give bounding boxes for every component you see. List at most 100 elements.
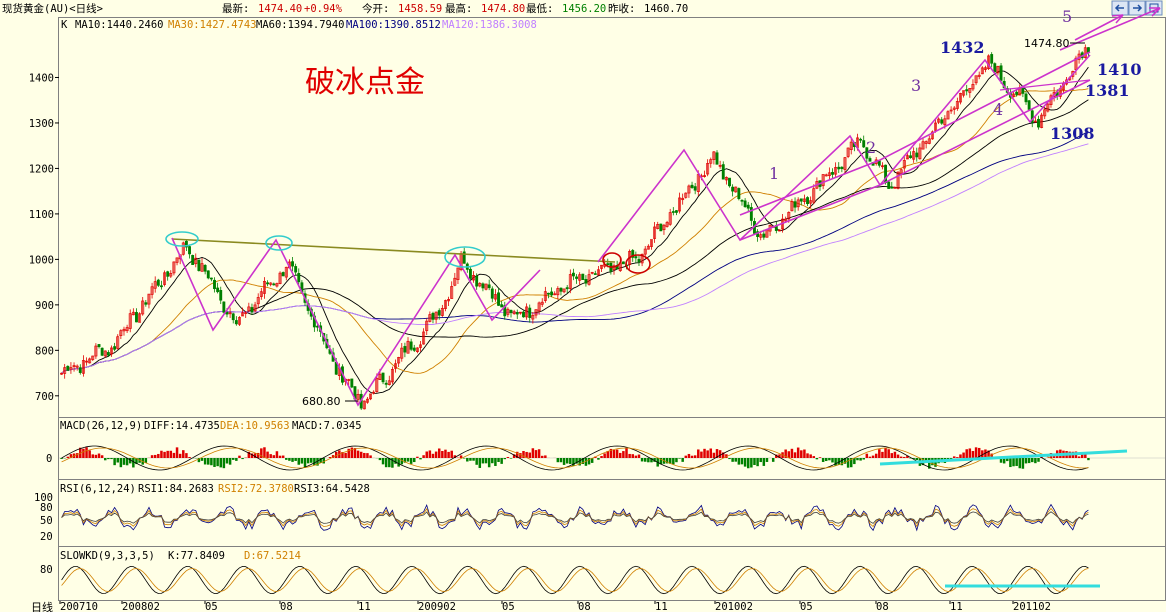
candle	[222, 301, 226, 315]
candle	[706, 159, 710, 177]
candle	[550, 287, 554, 298]
candle	[634, 251, 638, 264]
candle	[297, 268, 301, 285]
candle	[581, 273, 585, 281]
candle	[612, 263, 616, 275]
candle	[1046, 101, 1050, 113]
open-label: 今开:	[362, 2, 389, 15]
candle	[425, 318, 429, 336]
candle	[668, 208, 672, 226]
x-tick-label: 11	[950, 601, 963, 612]
candle	[144, 299, 148, 307]
wave-5-label: 5	[1062, 7, 1072, 26]
candle	[593, 270, 597, 275]
candle	[181, 241, 185, 256]
candle	[228, 307, 232, 318]
candle	[912, 147, 916, 163]
candle	[472, 271, 476, 283]
candle	[671, 207, 675, 216]
candle	[765, 229, 769, 238]
rsi-tick-50: 50	[40, 515, 53, 527]
candle	[213, 277, 216, 293]
candle	[500, 300, 504, 308]
candle	[934, 119, 937, 133]
candle	[662, 223, 666, 235]
candle	[681, 193, 685, 205]
candle	[362, 400, 366, 410]
candle	[1027, 99, 1031, 111]
candle	[244, 310, 248, 318]
candle	[66, 365, 70, 371]
break-circle-2	[625, 254, 651, 274]
candle	[191, 254, 195, 265]
ma30-legend: MA30:1427.4743	[168, 19, 257, 31]
candle	[543, 286, 547, 303]
candle	[959, 92, 962, 105]
candle	[896, 171, 900, 190]
candle	[868, 156, 872, 162]
candle	[600, 264, 603, 273]
candle	[590, 271, 594, 275]
candle	[281, 271, 285, 277]
candle	[721, 161, 725, 180]
candle	[200, 258, 204, 272]
macd-panel: MACD(26,12,9) DIFF:14.4735 DEA:10.9563 M…	[46, 420, 1165, 471]
candle	[965, 84, 969, 96]
candle	[372, 390, 376, 395]
candle	[531, 312, 535, 324]
candle	[575, 274, 579, 284]
candle	[815, 177, 819, 190]
candle	[1018, 84, 1022, 96]
candle	[503, 301, 507, 320]
candle	[525, 303, 529, 320]
x-tick-label: 201002	[715, 601, 753, 612]
rsi-panel: RSI(6,12,24) RSI1:84.2683 RSI2:72.3780 R…	[34, 483, 1089, 543]
candle	[128, 309, 132, 333]
candle	[94, 343, 98, 359]
k-label: K	[61, 19, 68, 31]
candle	[522, 310, 525, 318]
candle	[60, 372, 64, 375]
ma-line	[61, 66, 1089, 394]
candle	[628, 249, 632, 270]
candle	[809, 196, 813, 209]
candle	[709, 157, 713, 168]
scroll-left-button[interactable]	[1111, 0, 1129, 16]
candle	[497, 287, 500, 307]
candle	[915, 147, 919, 162]
candle	[987, 54, 991, 71]
candle	[1033, 116, 1037, 123]
kd-series	[61, 565, 1089, 595]
candle	[138, 312, 142, 323]
candle	[693, 182, 697, 195]
candle	[715, 150, 719, 165]
ma-line	[61, 143, 1089, 374]
candle	[818, 180, 822, 191]
candle	[790, 198, 794, 212]
macd-title: MACD(26,12,9)	[60, 420, 142, 432]
candle	[743, 198, 747, 208]
candle	[453, 272, 457, 287]
candle	[703, 170, 706, 178]
analysis-overlay: 680.80 1474.80 破冰点金 1 2 3 4 5 1432 1410 …	[165, 7, 1161, 408]
candle	[734, 186, 738, 193]
candle	[447, 296, 451, 307]
wave-lines-2010-2011	[879, 54, 1091, 186]
candle	[740, 199, 744, 206]
scroll-right-button[interactable]	[1128, 0, 1146, 16]
candle	[103, 350, 107, 358]
candle	[387, 375, 391, 386]
candle	[653, 222, 657, 243]
high-price-label: 1474.80	[1024, 37, 1070, 50]
candle	[481, 282, 485, 292]
candle	[537, 301, 541, 315]
candle	[356, 389, 360, 403]
candle	[394, 359, 397, 373]
candle	[656, 221, 660, 230]
candle	[890, 181, 894, 189]
candle	[678, 192, 682, 214]
candle	[468, 266, 472, 280]
last-value: 1474.40	[258, 3, 302, 15]
candle	[659, 223, 663, 232]
candle	[197, 259, 201, 272]
